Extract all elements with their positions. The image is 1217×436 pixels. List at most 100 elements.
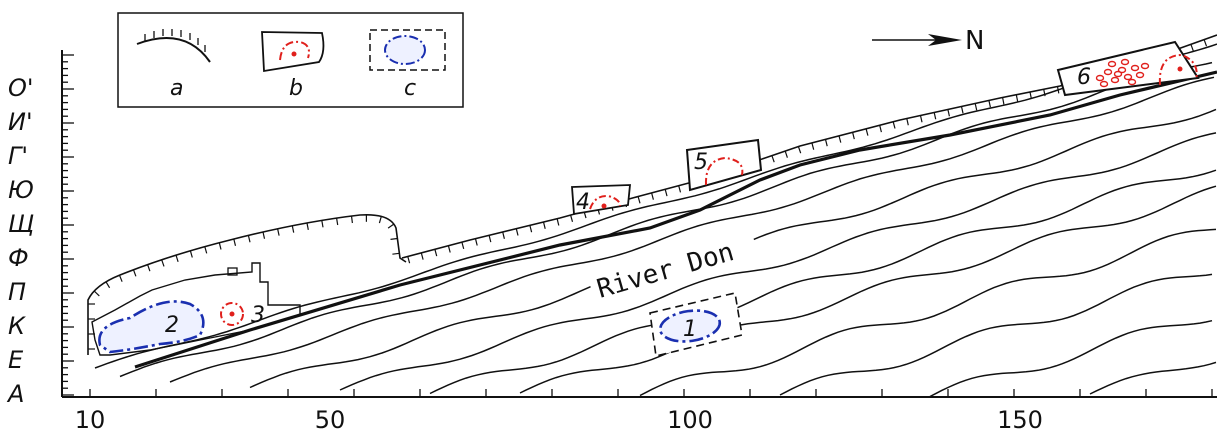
scarp-tick [1190,44,1194,52]
river-wave-line [429,169,1217,395]
scarp-tick [988,100,991,108]
scarp-tick [529,225,533,233]
scarp-tick [879,125,882,133]
scarp-tick [797,146,802,154]
scarp-tick [277,228,280,236]
scarp-tick [474,238,478,246]
scarp-tick [824,139,828,147]
river-wave-line [169,76,1215,383]
scarp-tick [502,231,505,239]
site-1-label: 1 [683,317,697,342]
scarp-tick [1015,94,1019,102]
site-3: 3 [220,302,265,328]
scarp-tick [892,121,896,129]
scarp-tick [933,112,937,120]
scarp-tick [811,142,815,150]
scarp-tick [392,252,400,255]
legend-label-b: b [289,76,303,101]
legend: a b c [117,12,464,108]
scarp-tick [118,274,123,282]
scarp-tick [678,185,682,193]
river-wave-line [119,61,1213,378]
scarp-tick [387,223,395,229]
left-scarp-ticks [88,214,400,350]
y-label-f: Ф [8,244,29,272]
legend-red-dot [291,51,297,57]
site-4-dot [601,203,607,209]
river-wave-line [639,228,1217,397]
legend-excavation-symbol [261,31,325,73]
site-6-pit [1110,76,1120,84]
scarp-tick [651,192,654,200]
site-4: 4 [571,184,631,216]
y-label-e: Е [8,346,24,374]
site-5-label: 5 [694,150,708,175]
river-wave-lines [94,43,1217,398]
site-6-pit [1140,62,1150,70]
site-4-contour [589,194,621,210]
site-3-label: 3 [251,303,265,328]
scarp-tick [488,235,492,243]
scarp-tick [161,259,165,267]
legend-frame [117,12,464,108]
scarp-tick [132,269,137,277]
legend-label-a: a [170,76,183,101]
site-6-pit [1123,73,1133,81]
legend-item-c: c [369,29,446,101]
legend-item-b: b [261,31,325,101]
site-6-pit [1127,78,1137,86]
scarp-tick [515,228,519,236]
site-6-pit [1135,71,1145,79]
site-4-label: 4 [576,190,590,215]
site-2: 2 [98,300,205,354]
scarp-tick [637,196,641,204]
river-wave-line [94,43,1217,369]
site-6-pit [1103,68,1113,76]
site-6-pit [1107,60,1117,68]
site-1-contour [658,309,722,343]
y-label-a: А [6,380,24,408]
scarp-tick [247,235,251,243]
scarp-tick [262,231,266,239]
scarp-tick [218,242,222,250]
site-6-pit [1117,66,1127,74]
y-label-yu: Ю [8,176,34,204]
site-6-pit [1113,70,1123,78]
scarp-tick [771,155,775,163]
site-6-pit [1120,58,1130,66]
scarp-tick [542,221,546,229]
site-6-pit [1099,80,1109,88]
scarp-tick [378,216,382,224]
river-wave-line [339,132,1217,391]
scarp-tick [919,115,923,123]
legend-label-c: c [404,76,416,101]
scarp-tick [865,128,869,136]
site-6-contour [1158,53,1198,86]
scarp-tick [105,281,111,289]
scarp-tick [321,220,324,228]
site-3-dot [229,311,235,317]
left-scarp-line [87,213,407,355]
site-5: 5 [685,138,763,192]
legend-item-a: a [136,29,211,101]
y-label-g-prime: Г' [8,142,28,170]
river-wave-line [1089,361,1217,395]
site-2-label: 2 [165,313,179,338]
scarp-tick [390,237,398,240]
scarp-tick [1043,89,1046,97]
scarp-tick [204,246,208,254]
scarp-tick [291,225,295,233]
scarp-tick [420,252,424,260]
scarp-tick [784,150,788,158]
scarp-tick [189,250,193,258]
scarp-tick [1203,39,1208,47]
x-axis: 10 50 100 150 [62,389,1217,434]
scarp-tick [906,118,909,126]
scarp-tick [350,215,353,224]
scarp-tick [447,245,451,253]
scarp-tick [1002,97,1005,105]
site-6-dot [1177,66,1183,72]
y-label-o-prime: O' [8,74,34,102]
scarp-tick [407,256,411,264]
north-label: N [965,26,984,56]
